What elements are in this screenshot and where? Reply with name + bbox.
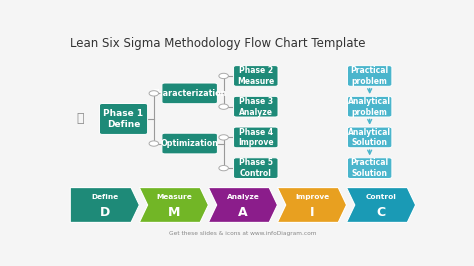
FancyBboxPatch shape bbox=[162, 133, 218, 154]
Text: C: C bbox=[376, 206, 386, 219]
Polygon shape bbox=[209, 188, 277, 222]
FancyBboxPatch shape bbox=[347, 66, 392, 86]
Text: Improve: Improve bbox=[295, 194, 329, 200]
Text: Define: Define bbox=[91, 194, 118, 200]
Text: Phase 5
Control: Phase 5 Control bbox=[239, 158, 273, 178]
FancyBboxPatch shape bbox=[234, 66, 278, 86]
Text: I: I bbox=[310, 206, 314, 219]
Polygon shape bbox=[277, 188, 346, 222]
Text: Analyze: Analyze bbox=[227, 194, 259, 200]
Text: Analytical
problem: Analytical problem bbox=[348, 97, 391, 117]
Text: Get these slides & icons at www.infoDiagram.com: Get these slides & icons at www.infoDiag… bbox=[169, 231, 317, 236]
Circle shape bbox=[219, 104, 228, 109]
FancyBboxPatch shape bbox=[347, 127, 392, 148]
Text: Phase 3
Analyze: Phase 3 Analyze bbox=[239, 97, 273, 117]
Polygon shape bbox=[139, 188, 209, 222]
FancyBboxPatch shape bbox=[234, 127, 278, 148]
FancyBboxPatch shape bbox=[100, 103, 147, 134]
Text: Measure: Measure bbox=[156, 194, 192, 200]
Text: Control: Control bbox=[365, 194, 396, 200]
Text: D: D bbox=[100, 206, 110, 219]
Circle shape bbox=[149, 91, 159, 96]
Text: Analytical
Solution: Analytical Solution bbox=[348, 127, 391, 147]
Text: Characterization: Characterization bbox=[152, 89, 228, 98]
FancyBboxPatch shape bbox=[347, 96, 392, 117]
Circle shape bbox=[219, 165, 228, 171]
Text: 🗒: 🗒 bbox=[77, 113, 84, 126]
Circle shape bbox=[219, 73, 228, 79]
FancyBboxPatch shape bbox=[347, 158, 392, 178]
Text: Phase 1
Define: Phase 1 Define bbox=[103, 109, 144, 129]
Text: Practical
problem: Practical problem bbox=[351, 66, 389, 86]
FancyBboxPatch shape bbox=[234, 96, 278, 117]
Text: M: M bbox=[168, 206, 180, 219]
Polygon shape bbox=[346, 188, 416, 222]
Circle shape bbox=[149, 141, 159, 146]
Text: Optimization: Optimization bbox=[161, 139, 219, 148]
Polygon shape bbox=[70, 188, 139, 222]
FancyBboxPatch shape bbox=[234, 158, 278, 178]
FancyBboxPatch shape bbox=[162, 83, 218, 104]
Text: Practical
Solution: Practical Solution bbox=[351, 158, 389, 178]
Text: Phase 2
Measure: Phase 2 Measure bbox=[237, 66, 274, 86]
Text: Lean Six Sigma Methodology Flow Chart Template: Lean Six Sigma Methodology Flow Chart Te… bbox=[70, 37, 366, 50]
Circle shape bbox=[219, 135, 228, 140]
Text: Phase 4
Improve: Phase 4 Improve bbox=[238, 127, 273, 147]
Text: A: A bbox=[238, 206, 248, 219]
